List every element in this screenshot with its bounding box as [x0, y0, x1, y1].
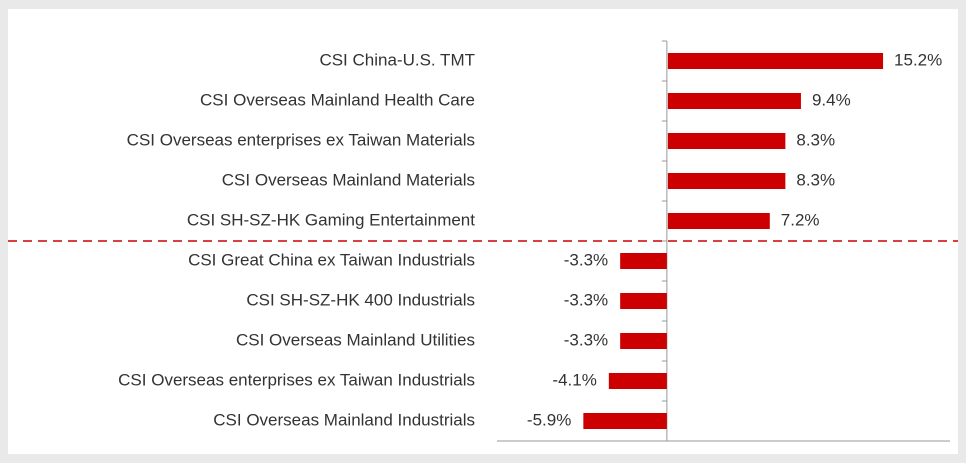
value-label: 8.3%	[796, 170, 835, 189]
bar	[667, 213, 770, 229]
category-label: CSI Overseas Mainland Materials	[222, 170, 475, 189]
value-label: -4.1%	[552, 370, 596, 389]
plot-background	[8, 9, 958, 454]
category-label: CSI Overseas enterprises ex Taiwan Mater…	[127, 130, 475, 149]
category-label: CSI SH-SZ-HK Gaming Entertainment	[187, 210, 475, 229]
value-label: -3.3%	[564, 250, 608, 269]
bar	[608, 373, 667, 389]
bar	[620, 333, 667, 349]
category-label: CSI Overseas Mainland Utilities	[236, 330, 475, 349]
bar	[620, 293, 667, 309]
value-label: -3.3%	[564, 290, 608, 309]
category-label: CSI Great China ex Taiwan Industrials	[188, 250, 475, 269]
value-label: -3.3%	[564, 330, 608, 349]
bar	[667, 133, 786, 149]
value-label: 8.3%	[796, 130, 835, 149]
value-label: 7.2%	[781, 210, 820, 229]
bar	[667, 53, 884, 69]
category-label: CSI Overseas enterprises ex Taiwan Indus…	[118, 370, 475, 389]
category-label: CSI Overseas Mainland Health Care	[200, 90, 475, 109]
bar	[620, 253, 667, 269]
category-label: CSI Overseas Mainland Industrials	[213, 410, 475, 429]
category-label: CSI China-U.S. TMT	[319, 50, 475, 69]
value-label: 15.2%	[894, 50, 942, 69]
value-label: -5.9%	[527, 410, 571, 429]
bar	[583, 413, 667, 429]
category-label: CSI SH-SZ-HK 400 Industrials	[246, 290, 475, 309]
bar	[667, 173, 786, 189]
bar	[667, 93, 801, 109]
value-label: 9.4%	[812, 90, 851, 109]
